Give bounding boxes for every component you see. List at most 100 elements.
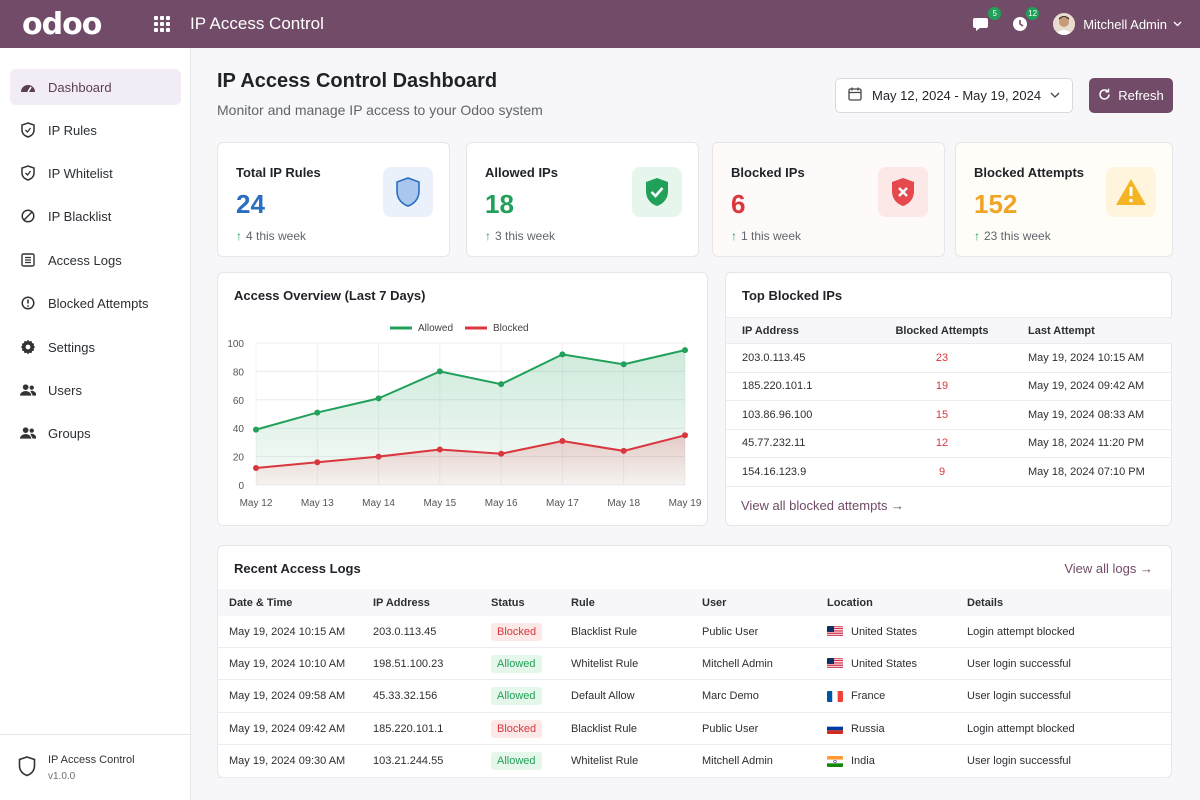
users-icon	[20, 382, 36, 398]
blocked-count: 19	[935, 380, 949, 393]
flag-ru-icon	[827, 723, 843, 735]
log-status: Allowed	[491, 654, 571, 673]
table-row[interactable]: May 19, 2024 09:30 AM 103.21.244.55 Allowe…	[218, 746, 1171, 778]
sidebar-item-dashboard[interactable]: Dashboard	[10, 69, 181, 105]
blocked-count: 9	[938, 465, 946, 478]
table-row[interactable]: May 19, 2024 10:10 AM 198.51.100.23 Allowe…	[218, 648, 1171, 681]
location-name: India	[851, 755, 875, 768]
sidebar-item-users[interactable]: Users	[10, 372, 181, 408]
x-tick-label: May 17	[546, 498, 579, 509]
stat-value: 152	[974, 189, 1018, 219]
table-header: IP Address Blocked Attempts Last Attempt	[726, 317, 1172, 344]
y-tick-label: 100	[227, 339, 244, 350]
flag-us-icon	[827, 658, 843, 670]
log-time: May 19, 2024 09:42 AM	[229, 722, 346, 735]
data-point-allowed	[314, 409, 321, 416]
top-blocked-table: IP Address Blocked Attempts Last Attempt…	[726, 317, 1172, 487]
flag-fr-icon	[827, 690, 843, 702]
column-header: User	[702, 596, 727, 609]
column-header: IP Address	[373, 596, 430, 609]
sidebar-item-label: IP Blacklist	[48, 208, 112, 224]
user-name[interactable]: Mitchell Admin	[1083, 16, 1167, 32]
groups-icon	[20, 425, 36, 441]
series-area-blocked	[256, 435, 685, 485]
log-rule: Blacklist Rule	[571, 722, 638, 735]
sidebar-item-ip-blacklist[interactable]: IP Blacklist	[10, 198, 181, 234]
ip-address: 45.77.232.11	[742, 437, 806, 450]
sidebar-item-blocked-attempts[interactable]: Blocked Attempts	[10, 285, 181, 321]
app-title: IP Access Control	[190, 14, 324, 33]
location-name: United States	[851, 657, 918, 670]
last-attempt: May 19, 2024 10:15 AM	[1028, 351, 1145, 364]
x-tick-label: May 15	[423, 498, 456, 509]
log-location: India	[827, 755, 967, 767]
table-row[interactable]: May 19, 2024 10:15 AM 203.0.113.45 Blocked…	[218, 616, 1171, 648]
x-tick-label: May 19	[669, 498, 702, 509]
sidebar-item-access-logs[interactable]: Access Logs	[10, 242, 181, 278]
table-row[interactable]: May 19, 2024 09:42 AM 185.220.101.1 Blocke…	[218, 713, 1171, 746]
user-avatar[interactable]	[1053, 13, 1076, 35]
calendar-icon	[848, 87, 862, 104]
dashboard-icon	[20, 79, 36, 95]
status-badge: Blocked	[491, 719, 543, 738]
log-location: United States	[827, 626, 967, 638]
log-ip: 185.220.101.1	[373, 722, 444, 735]
messages-button[interactable]: 5	[971, 7, 1002, 35]
status-badge: Allowed	[491, 687, 542, 706]
y-tick-label: 40	[233, 424, 245, 435]
location-name: Russia	[851, 722, 885, 735]
sidebar-item-label: Settings	[48, 339, 95, 355]
column-header: Details	[967, 596, 1004, 609]
log-time: May 19, 2024 09:30 AM	[229, 755, 346, 768]
sidebar-item-ip-rules[interactable]: IP Rules	[10, 112, 181, 148]
stat-delta: ↑ 3 this week	[485, 229, 556, 243]
table-row[interactable]: 154.16.123.9 9 May 18, 2024 07:10 PM	[726, 458, 1172, 487]
date-range-picker[interactable]: May 12, 2024 - May 19, 2024	[835, 78, 1073, 113]
table-row[interactable]: May 19, 2024 09:58 AM 45.33.32.156 Allowed…	[218, 681, 1171, 713]
stat-value: 6	[731, 189, 746, 219]
table-row[interactable]: 45.77.232.11 12 May 18, 2024 11:20 PM	[726, 430, 1172, 458]
log-rule: Whitelist Rule	[571, 657, 639, 670]
stat-label: Blocked Attempts	[974, 165, 1085, 180]
stat-card-blocked-attempts: Blocked Attempts 152 ↑ 23 this week	[955, 142, 1173, 257]
shield-icon	[20, 122, 36, 138]
sidebar-item-label: Groups	[48, 425, 91, 441]
legend-label: Allowed	[418, 323, 453, 334]
apps-menu-icon[interactable]	[154, 16, 170, 32]
log-time: May 19, 2024 10:10 AM	[229, 657, 346, 670]
log-details: User login successful	[967, 755, 1071, 768]
shield-check-icon	[632, 167, 682, 217]
data-point-blocked	[498, 450, 505, 457]
table-row[interactable]: 203.0.113.45 23 May 19, 2024 10:15 AM	[726, 344, 1172, 373]
data-point-allowed	[253, 426, 259, 433]
access-overview-panel: Access Overview (Last 7 Days) 0 20 40 60 80 1…	[217, 272, 708, 526]
refresh-button[interactable]: Refresh	[1089, 78, 1173, 113]
column-header: Location	[827, 596, 873, 609]
table-row[interactable]: 103.86.96.100 15 May 19, 2024 08:33 AM	[726, 401, 1172, 430]
data-point-blocked	[253, 464, 259, 471]
log-ip: 103.21.244.55	[373, 755, 444, 768]
log-rule: Blacklist Rule	[571, 625, 638, 638]
blocked-count: 12	[935, 437, 949, 450]
table-row[interactable]: 185.220.101.1 19 May 19, 2024 09:42 AM	[726, 373, 1172, 401]
view-all-blocked-link[interactable]: View all blocked attempts →	[741, 498, 905, 513]
arrow-up-icon: ↑	[974, 229, 980, 243]
odoo-logo[interactable]: odoo	[22, 6, 102, 42]
flag-us-icon	[827, 626, 843, 637]
access-overview-chart: 0 20 40 60 80 100 May 12 May 13 May 14 May 15 May …	[227, 323, 702, 509]
sidebar-item-groups[interactable]: Groups	[10, 415, 181, 451]
sidebar-item-label: IP Rules	[48, 122, 97, 138]
stat-label: Blocked IPs	[731, 165, 805, 180]
view-all-logs-link[interactable]: View all logs →	[1064, 561, 1153, 576]
chevron-down-icon[interactable]	[1173, 19, 1182, 30]
ip-address: 203.0.113.45	[742, 351, 806, 364]
x-tick-label: May 16	[485, 498, 518, 509]
sidebar-item-ip-whitelist[interactable]: IP Whitelist	[10, 155, 181, 191]
activities-button[interactable]: 12	[1009, 7, 1040, 35]
sidebar-item-settings[interactable]: Settings	[10, 329, 181, 365]
series-line-blocked	[255, 434, 686, 469]
last-attempt: May 19, 2024 09:42 AM	[1028, 380, 1145, 393]
panel-title: Recent Access Logs	[234, 561, 361, 576]
activities-badge: 12	[1026, 7, 1040, 20]
recent-access-logs-panel: Recent Access Logs View all logs → Date …	[217, 545, 1172, 778]
